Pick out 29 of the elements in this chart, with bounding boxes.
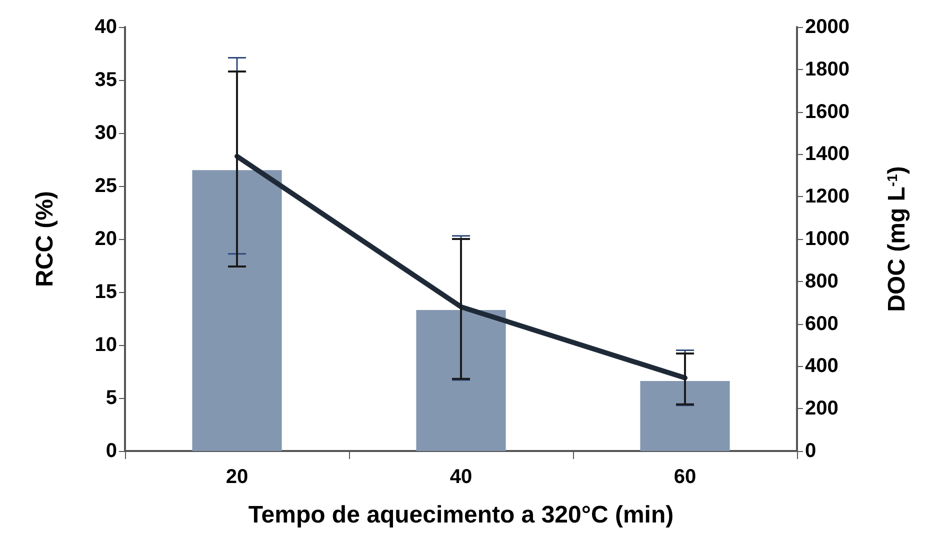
y2-tick-label: 0 [805, 440, 816, 462]
y2-axis-title: DOC (mg L-1) [884, 166, 910, 312]
x-tick-label: 20 [226, 466, 248, 488]
y-tick-label: 35 [94, 69, 117, 91]
y2-tick-label: 1800 [805, 58, 850, 80]
y2-tick-label: 1600 [805, 100, 850, 123]
y-tick-label: 10 [94, 334, 117, 356]
bar [192, 170, 282, 451]
y-tick-label: 40 [94, 16, 117, 38]
y2-tick-label: 1000 [805, 228, 850, 250]
y-axis-title: RCC (%) [32, 191, 58, 287]
x-axis-title: Tempo de aquecimento a 320°C (min) [248, 502, 674, 528]
y2-tick-label: 1200 [805, 186, 850, 208]
y-tick-label: 20 [94, 228, 117, 250]
y-tick-label: 30 [94, 122, 117, 144]
y-tick-label: 5 [106, 387, 117, 409]
x-tick-label: 40 [450, 466, 472, 488]
y2-tick-label: 2000 [805, 16, 850, 38]
y2-tick-label: 400 [805, 355, 838, 378]
y-tick-label: 15 [94, 281, 117, 303]
y-tick-label: 25 [94, 175, 117, 197]
bar [416, 310, 506, 451]
y2-tick-label: 200 [805, 398, 838, 420]
bar [640, 381, 730, 451]
y2-tick-label: 800 [805, 270, 838, 292]
x-tick-label: 60 [674, 466, 696, 488]
y-tick-label: 0 [106, 440, 117, 462]
y2-tick-label: 600 [805, 312, 838, 335]
y2-tick-label: 1400 [805, 143, 850, 166]
